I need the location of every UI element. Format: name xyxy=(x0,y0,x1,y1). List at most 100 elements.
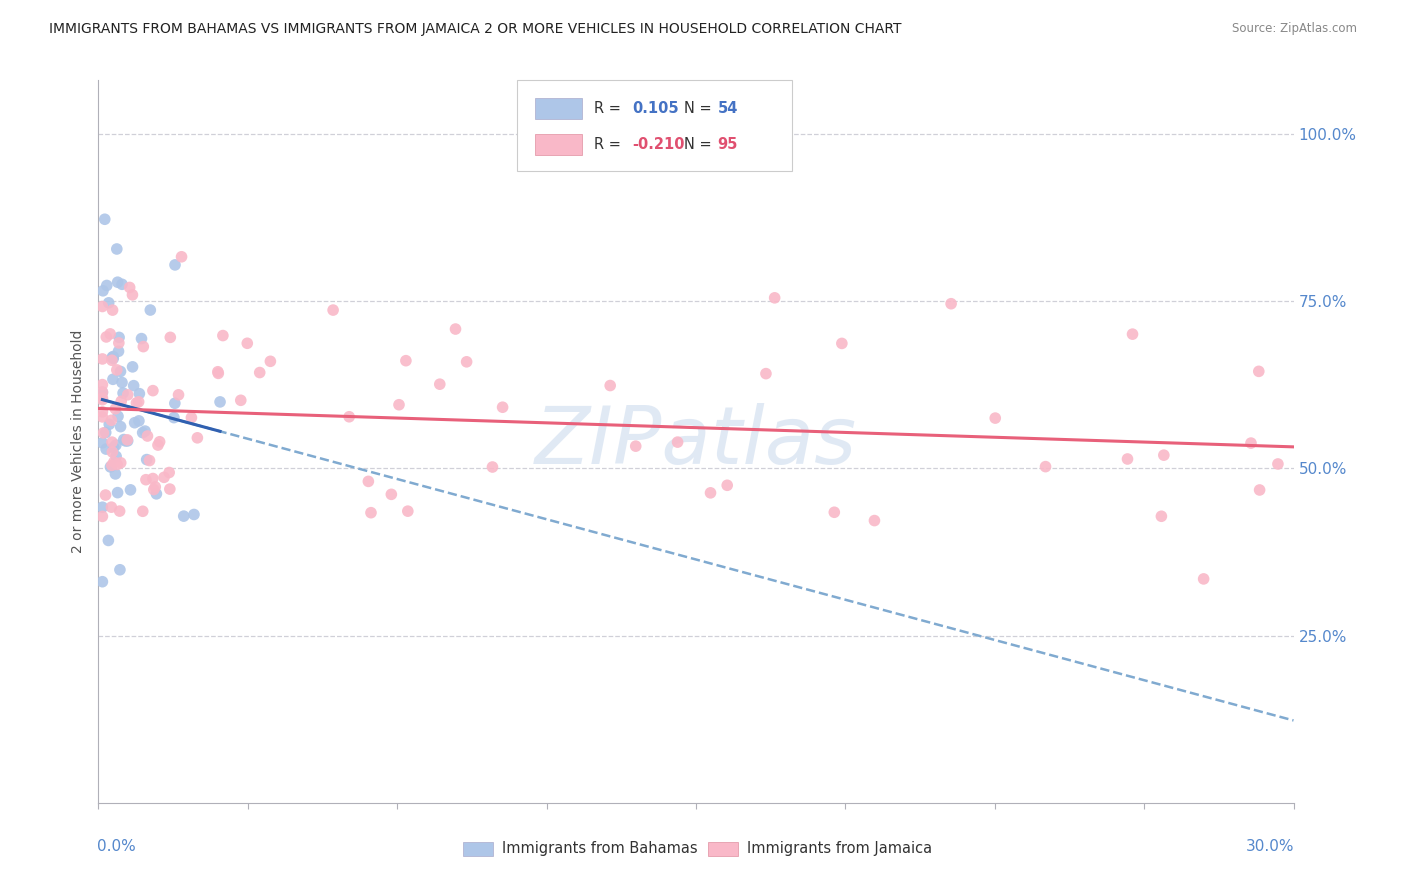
Point xyxy=(444,322,467,336)
Point xyxy=(209,395,232,409)
Point xyxy=(100,413,122,427)
Point xyxy=(1121,327,1143,342)
Point xyxy=(101,351,124,365)
Point xyxy=(105,450,128,464)
Point xyxy=(395,353,418,368)
Bar xyxy=(709,842,738,856)
Point xyxy=(157,466,180,480)
Point xyxy=(128,386,150,401)
Point xyxy=(111,277,134,292)
Point xyxy=(108,504,131,518)
Point xyxy=(159,482,181,496)
Point xyxy=(624,439,647,453)
Text: 0.0%: 0.0% xyxy=(97,838,136,854)
Text: 95: 95 xyxy=(717,137,738,152)
Point xyxy=(163,258,186,272)
Point xyxy=(104,467,127,481)
Point xyxy=(139,303,162,318)
Point xyxy=(101,353,124,368)
Point xyxy=(112,433,135,447)
Point xyxy=(103,441,125,455)
Bar xyxy=(534,135,582,154)
Point xyxy=(105,458,128,472)
Point xyxy=(135,452,157,467)
Point xyxy=(136,429,159,443)
Point xyxy=(1247,364,1270,378)
Point xyxy=(128,394,150,409)
Point xyxy=(132,504,155,518)
Point xyxy=(101,350,124,364)
Point xyxy=(124,416,146,430)
Point xyxy=(108,335,131,350)
Point xyxy=(180,410,202,425)
Point xyxy=(91,284,114,298)
Point xyxy=(755,367,778,381)
Point xyxy=(396,504,419,518)
Point xyxy=(984,411,1007,425)
Point xyxy=(91,574,114,589)
Text: R =: R = xyxy=(595,101,626,116)
Point xyxy=(163,396,186,410)
Point xyxy=(101,303,124,318)
Point xyxy=(388,398,411,412)
Point xyxy=(96,278,118,293)
Point xyxy=(823,505,845,519)
Point xyxy=(117,388,139,402)
Point xyxy=(94,488,117,502)
Text: N =: N = xyxy=(685,101,716,116)
Point xyxy=(91,391,114,405)
Point xyxy=(322,303,344,318)
Point xyxy=(114,434,136,448)
Point xyxy=(131,332,153,346)
Point xyxy=(1116,452,1139,467)
Point xyxy=(183,508,205,522)
Point xyxy=(357,475,380,489)
Point xyxy=(112,386,135,401)
Point xyxy=(108,563,131,577)
Point xyxy=(429,377,451,392)
Point xyxy=(163,410,186,425)
Point xyxy=(716,478,738,492)
Text: 54: 54 xyxy=(717,101,738,116)
Point xyxy=(97,533,120,548)
Point xyxy=(105,363,128,377)
Point xyxy=(91,509,114,524)
Point xyxy=(1035,459,1057,474)
Text: 0.105: 0.105 xyxy=(633,101,679,116)
Point xyxy=(107,409,129,424)
Text: IMMIGRANTS FROM BAHAMAS VS IMMIGRANTS FROM JAMAICA 2 OR MORE VEHICLES IN HOUSEHO: IMMIGRANTS FROM BAHAMAS VS IMMIGRANTS FR… xyxy=(49,22,901,37)
Point xyxy=(491,401,513,415)
Point xyxy=(91,392,114,407)
Point xyxy=(1192,572,1215,586)
Point xyxy=(94,212,117,227)
Bar xyxy=(534,98,582,119)
Point xyxy=(153,470,176,484)
Point xyxy=(101,435,124,450)
Point xyxy=(122,378,145,392)
Point xyxy=(110,394,132,409)
Point xyxy=(91,409,114,424)
Point xyxy=(110,364,132,378)
Point xyxy=(91,385,114,400)
Point xyxy=(186,431,208,445)
Point xyxy=(159,330,181,344)
Point xyxy=(1150,509,1173,524)
Point xyxy=(170,250,193,264)
Point xyxy=(212,328,235,343)
Point xyxy=(91,384,114,399)
Point xyxy=(149,434,172,449)
Point xyxy=(143,480,166,494)
Point xyxy=(110,456,132,470)
Point xyxy=(699,486,721,500)
Point xyxy=(110,419,132,434)
Text: Immigrants from Jamaica: Immigrants from Jamaica xyxy=(748,841,932,855)
Point xyxy=(107,344,129,359)
Point xyxy=(142,471,165,485)
Point xyxy=(94,442,117,456)
Point xyxy=(91,435,114,450)
Point xyxy=(939,296,962,310)
Text: 30.0%: 30.0% xyxy=(1246,838,1295,854)
Point xyxy=(91,300,114,314)
Point xyxy=(120,483,142,497)
Point xyxy=(207,365,229,379)
